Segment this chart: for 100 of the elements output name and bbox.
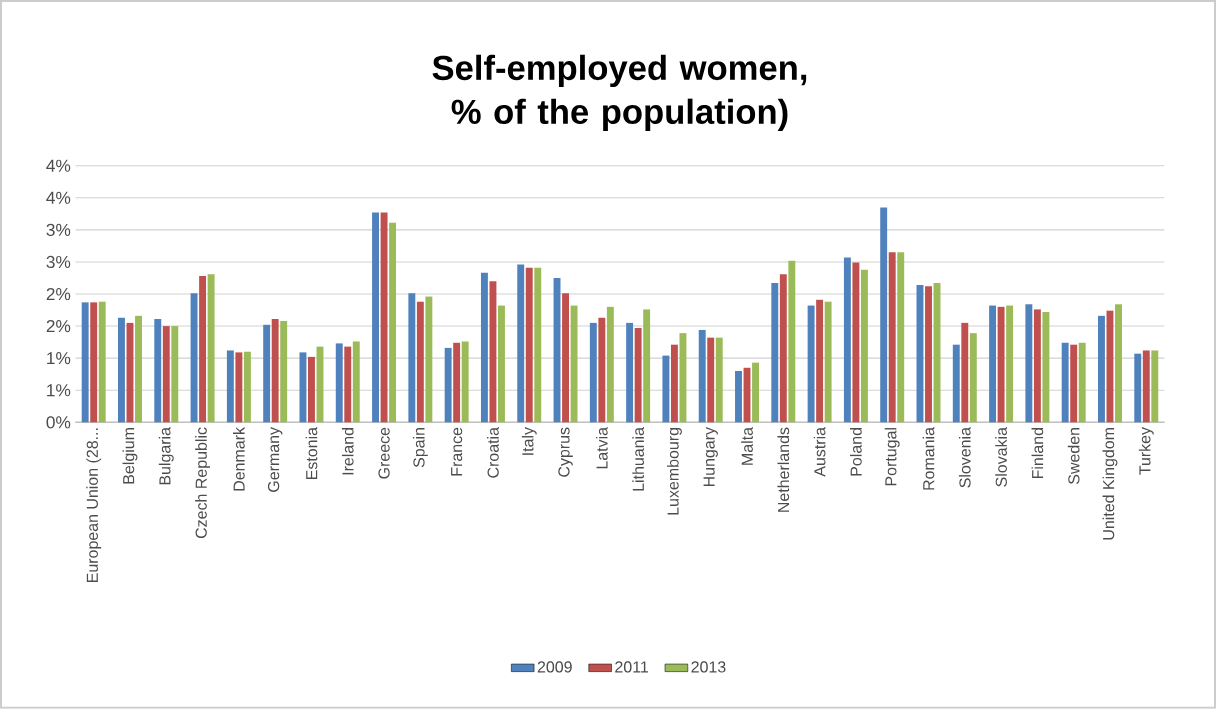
x-tick-label: Denmark xyxy=(233,427,245,491)
x-tick-label: Spain xyxy=(412,428,428,468)
bar xyxy=(335,343,343,423)
bar xyxy=(670,344,678,423)
bar xyxy=(352,341,360,423)
x-tick-label: European Union (28... xyxy=(86,428,102,583)
bar xyxy=(380,212,388,423)
bar xyxy=(643,309,651,423)
bar xyxy=(735,371,742,423)
bar xyxy=(416,301,424,423)
bar xyxy=(154,319,162,423)
bar xyxy=(1098,315,1105,423)
x-tick-label: Slovenia xyxy=(958,427,971,488)
bar xyxy=(243,351,251,423)
bar xyxy=(271,319,279,423)
bar xyxy=(263,324,271,423)
legend-label: 2011 xyxy=(615,661,648,673)
bar xyxy=(679,333,687,423)
bar xyxy=(662,355,670,423)
bar xyxy=(989,305,997,423)
x-tick-label: Ireland xyxy=(341,428,354,475)
bar xyxy=(135,315,142,423)
legend-label: 2009 xyxy=(537,661,572,673)
bar xyxy=(925,286,932,423)
bar xyxy=(1151,350,1159,423)
bar xyxy=(199,276,207,423)
bar xyxy=(997,306,1005,423)
bar xyxy=(570,305,578,423)
bar xyxy=(589,322,597,423)
bar xyxy=(525,267,533,423)
x-tick-label: Luxembourg xyxy=(666,428,682,515)
bar xyxy=(480,272,488,423)
bar xyxy=(969,333,977,423)
x-tick-label: Czech Republic xyxy=(195,427,211,539)
y-tick-label: 1% xyxy=(47,384,71,397)
bar xyxy=(498,305,505,423)
x-tick-label: Sweden xyxy=(1067,428,1080,485)
bar xyxy=(1042,312,1050,423)
bar xyxy=(860,269,868,423)
bar xyxy=(372,212,379,423)
bar xyxy=(162,326,170,423)
bar xyxy=(961,322,969,423)
x-tick-label: Lithuania xyxy=(632,427,644,491)
bar xyxy=(280,321,288,423)
bar xyxy=(81,302,89,423)
x-tick-label: Austria xyxy=(813,427,826,477)
bar xyxy=(843,257,851,423)
legend-label: 2013 xyxy=(691,661,726,673)
x-tick-label: Latvia xyxy=(595,427,608,469)
bar xyxy=(517,264,525,423)
x-tick-label: Malta xyxy=(741,427,753,465)
bar xyxy=(598,317,606,423)
bar xyxy=(880,207,888,423)
bar xyxy=(1006,305,1014,423)
y-tick-label: 0% xyxy=(46,416,71,429)
bar xyxy=(118,317,125,423)
x-tick-label: United Kingdom xyxy=(1102,428,1118,540)
bar xyxy=(771,283,779,423)
x-tick-label: Greece xyxy=(378,427,390,479)
bar xyxy=(698,330,706,423)
x-tick-label: Finland xyxy=(1031,428,1044,479)
bar xyxy=(344,346,352,423)
y-tick-label: 3% xyxy=(46,223,71,237)
x-tick-label: France xyxy=(451,427,463,476)
bar xyxy=(634,328,642,423)
y-tick-label: 1% xyxy=(47,352,71,365)
x-tick-label: Estonia xyxy=(305,427,318,480)
bar xyxy=(816,299,824,423)
bar xyxy=(389,222,397,423)
bar xyxy=(226,350,234,423)
bar xyxy=(779,274,787,423)
x-tick-label: Italy xyxy=(521,427,537,455)
x-tick-label: Romania xyxy=(922,427,935,490)
bar xyxy=(715,337,723,423)
bar xyxy=(626,322,634,423)
bar xyxy=(408,293,416,423)
y-tick-label: 2% xyxy=(46,287,71,301)
bar xyxy=(534,267,542,423)
x-tick-label: Netherlands xyxy=(777,427,790,512)
bar xyxy=(1033,309,1041,423)
bar xyxy=(90,302,98,423)
bar xyxy=(788,260,796,423)
bar xyxy=(461,341,469,423)
bar xyxy=(888,252,896,423)
y-tick-label: 4% xyxy=(46,191,71,204)
bar xyxy=(235,352,243,423)
bar xyxy=(308,356,315,423)
bar xyxy=(897,252,905,423)
bar xyxy=(752,362,759,423)
bar xyxy=(707,337,715,423)
x-tick-label: Hungary xyxy=(703,427,718,487)
x-tick-label: Bulgaria xyxy=(158,427,174,485)
bar xyxy=(489,281,497,423)
bar xyxy=(1134,353,1142,423)
bar xyxy=(824,301,832,423)
x-tick-label: Portugal xyxy=(884,428,900,486)
x-tick-label: Poland xyxy=(850,428,862,476)
y-tick-label: 2% xyxy=(46,320,71,333)
x-tick-label: Belgium xyxy=(122,428,138,484)
bar xyxy=(453,342,461,423)
